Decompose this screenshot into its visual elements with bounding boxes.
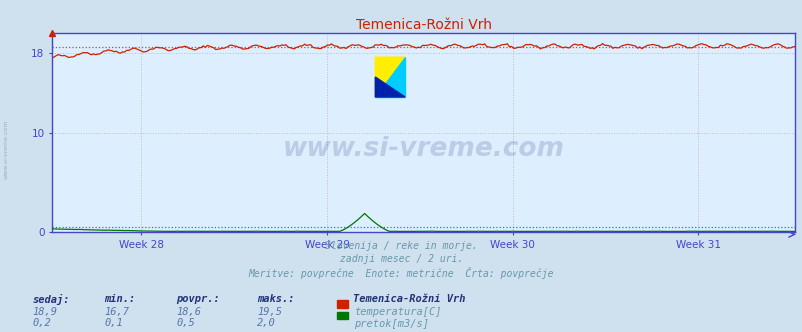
Text: min.:: min.:: [104, 294, 136, 304]
Polygon shape: [375, 57, 404, 97]
Text: www.si-vreme.com: www.si-vreme.com: [282, 136, 564, 162]
Text: Slovenija / reke in morje.: Slovenija / reke in morje.: [325, 241, 477, 251]
Text: sedaj:: sedaj:: [32, 294, 70, 305]
Text: temperatura[C]: temperatura[C]: [354, 307, 441, 317]
Text: 18,9: 18,9: [32, 307, 57, 317]
Text: 18,6: 18,6: [176, 307, 201, 317]
Text: povpr.:: povpr.:: [176, 294, 220, 304]
Text: 19,5: 19,5: [257, 307, 282, 317]
Text: 0,5: 0,5: [176, 318, 195, 328]
Text: Meritve: povprečne  Enote: metrične  Črta: povprečje: Meritve: povprečne Enote: metrične Črta:…: [249, 267, 553, 279]
Text: zadnji mesec / 2 uri.: zadnji mesec / 2 uri.: [339, 254, 463, 264]
Text: 2,0: 2,0: [257, 318, 275, 328]
Text: 0,1: 0,1: [104, 318, 123, 328]
Text: 0,2: 0,2: [32, 318, 51, 328]
Text: pretok[m3/s]: pretok[m3/s]: [354, 319, 428, 329]
Title: Temenica-Rožni Vrh: Temenica-Rožni Vrh: [355, 18, 491, 32]
Polygon shape: [375, 57, 404, 97]
Text: www.si-vreme.com: www.si-vreme.com: [4, 120, 9, 179]
Polygon shape: [375, 77, 404, 97]
Text: Temenica-Rožni Vrh: Temenica-Rožni Vrh: [353, 294, 465, 304]
Text: maks.:: maks.:: [257, 294, 294, 304]
Text: 16,7: 16,7: [104, 307, 129, 317]
